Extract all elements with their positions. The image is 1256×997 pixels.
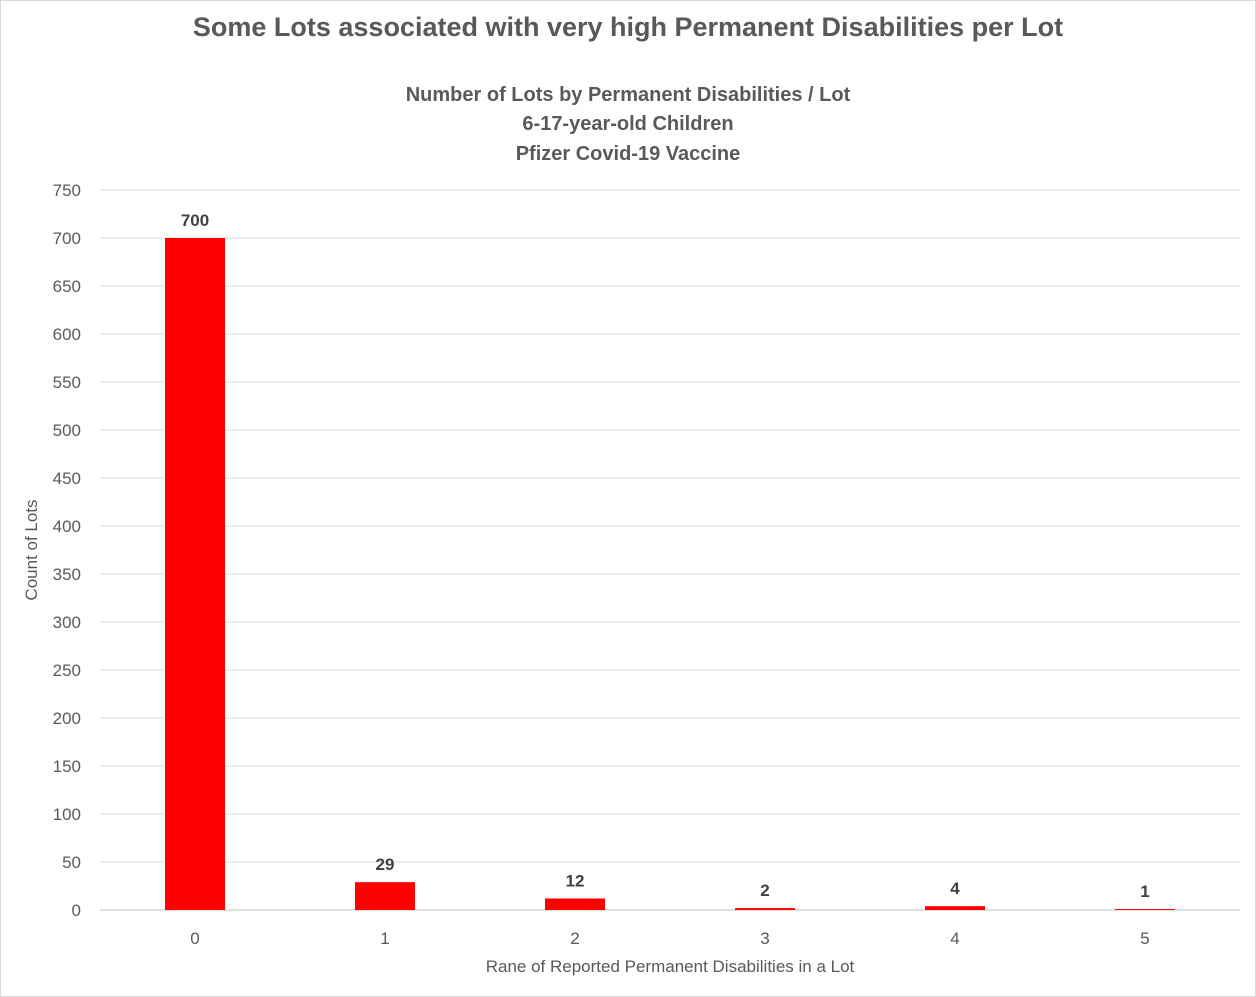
y-tick-label: 400 [53, 517, 81, 536]
x-tick-label: 0 [190, 929, 199, 948]
y-tick-label: 700 [53, 229, 81, 248]
y-tick-label: 650 [53, 277, 81, 296]
data-label: 12 [566, 871, 585, 890]
y-tick-label: 100 [53, 805, 81, 824]
y-tick-label: 500 [53, 421, 81, 440]
bar [355, 882, 415, 910]
bar [735, 908, 795, 910]
chart-subtitle-line-2: 6-17-year-old Children [522, 113, 734, 135]
y-tick-label: 150 [53, 757, 81, 776]
y-tick-label: 300 [53, 613, 81, 632]
x-tick-label: 4 [950, 929, 959, 948]
chart-subtitle-line-1: Number of Lots by Permanent Disabilities… [405, 84, 851, 106]
chart-title: Some Lots associated with very high Perm… [192, 12, 1064, 42]
x-tick-label: 2 [570, 929, 579, 948]
data-label: 700 [181, 211, 209, 230]
y-tick-label: 250 [53, 661, 81, 680]
x-tick-label: 1 [380, 929, 389, 948]
y-tick-label: 600 [53, 325, 81, 344]
data-label: 4 [950, 879, 960, 898]
y-tick-label: 750 [53, 181, 81, 200]
chart-subtitle-line-3: Pfizer Covid-19 Vaccine [515, 143, 741, 165]
data-label: 2 [760, 881, 769, 900]
bar [925, 906, 985, 910]
y-tick-label: 350 [53, 565, 81, 584]
y-tick-label: 0 [72, 901, 81, 920]
x-tick-label: 3 [760, 929, 769, 948]
x-axis-label: Rane of Reported Permanent Disabilities … [485, 957, 855, 976]
y-tick-label: 50 [62, 853, 81, 872]
y-tick-label: 450 [53, 469, 81, 488]
y-tick-label: 550 [53, 373, 81, 392]
bar [545, 898, 605, 910]
data-label: 1 [1140, 882, 1149, 901]
data-label: 29 [376, 855, 395, 874]
y-tick-label: 200 [53, 709, 81, 728]
bar [165, 238, 225, 910]
bar [1115, 909, 1175, 910]
x-tick-label: 5 [1140, 929, 1149, 948]
